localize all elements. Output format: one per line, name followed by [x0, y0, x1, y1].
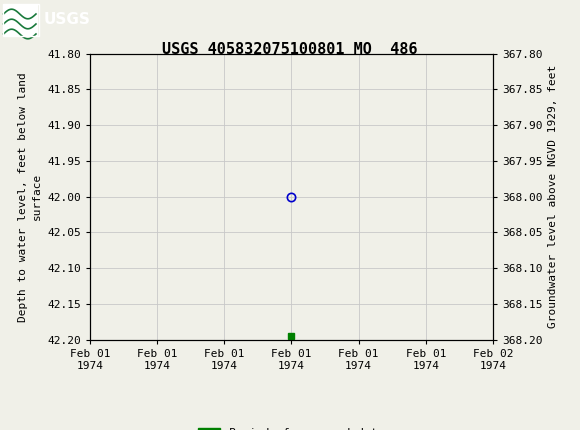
Y-axis label: Groundwater level above NGVD 1929, feet: Groundwater level above NGVD 1929, feet	[548, 65, 558, 329]
FancyBboxPatch shape	[3, 4, 38, 36]
Text: USGS 405832075100801 MO  486: USGS 405832075100801 MO 486	[162, 42, 418, 57]
Legend: Period of approved data: Period of approved data	[194, 424, 389, 430]
Text: USGS: USGS	[44, 12, 90, 28]
Y-axis label: Depth to water level, feet below land
surface: Depth to water level, feet below land su…	[19, 72, 42, 322]
